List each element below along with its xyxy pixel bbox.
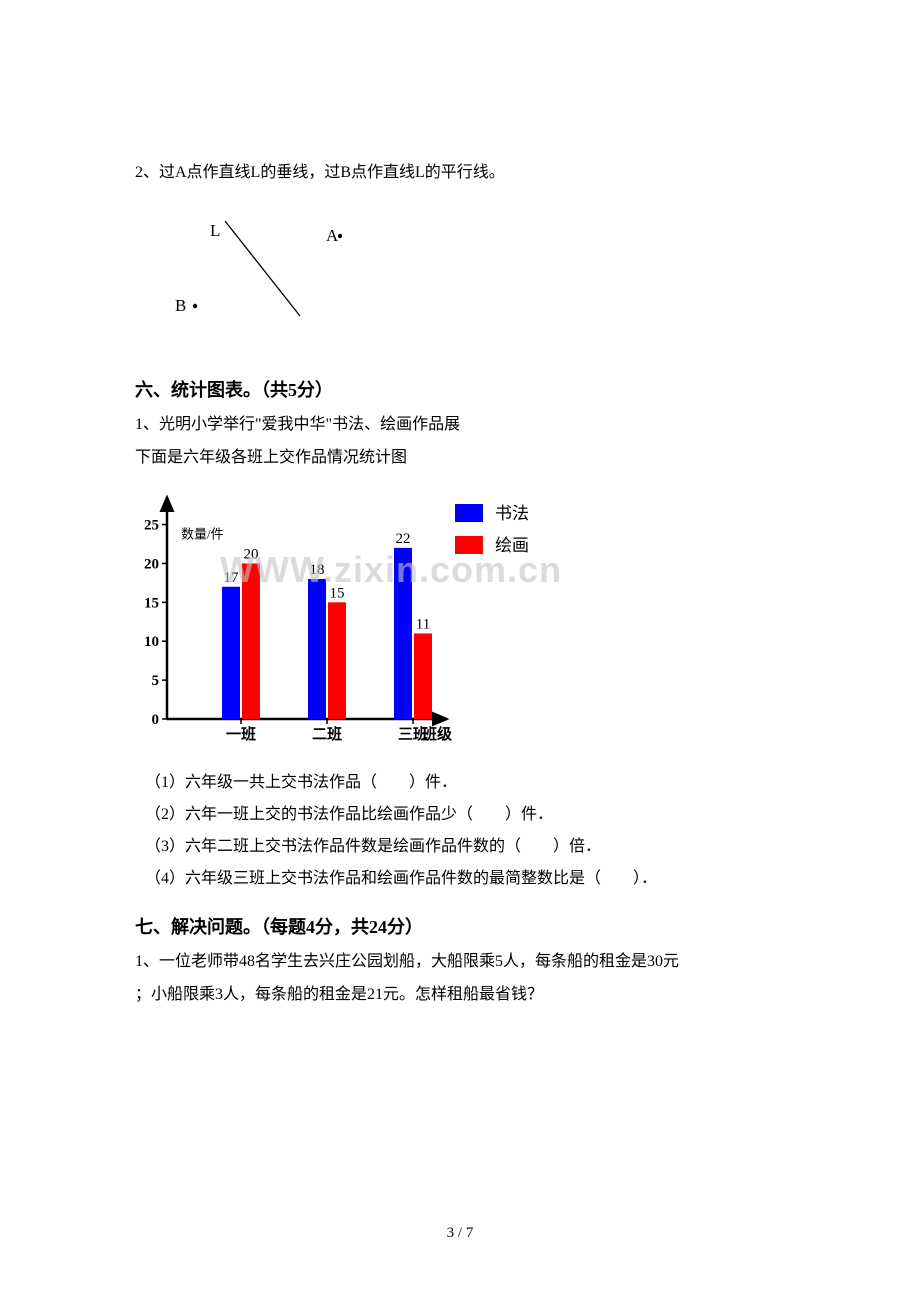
y-tick-label: 0 [152, 712, 160, 728]
y-tick-label: 20 [144, 556, 159, 572]
bar-value: 15 [330, 585, 345, 601]
legend-swatch-书法 [455, 504, 483, 522]
bar-书法-一班 [222, 587, 240, 719]
y-tick-label: 5 [152, 673, 160, 689]
y-tick-label: 10 [144, 634, 159, 650]
legend-label-书法: 书法 [495, 504, 529, 523]
label-A: A [326, 226, 339, 245]
label-B: B [175, 296, 186, 315]
q2-text: 2、过A点作直线L的垂线，过B点作直线L的平行线。 [135, 160, 785, 186]
geometry-svg: L A B [170, 216, 370, 326]
section6-intro2: 下面是六年级各班上交作品情况统计图 [135, 445, 785, 471]
bar-value: 18 [310, 562, 325, 578]
bar-value: 11 [416, 616, 430, 632]
bar-value: 17 [224, 570, 240, 586]
y-tick-label: 15 [144, 595, 159, 611]
page-number: 3 / 7 [0, 1225, 920, 1242]
geometry-figure: L A B [170, 216, 370, 326]
x-axis-label: 班级 [422, 725, 453, 743]
section6-sub3: （3）六年二班上交书法作品件数是绘画作品件数的（ ）倍． [145, 831, 785, 863]
bar-绘画-三班 [414, 633, 432, 719]
point-A [338, 233, 342, 237]
bar-绘画-二班 [328, 602, 346, 719]
x-tick-label: 一班 [226, 725, 256, 743]
x-tick-label: 二班 [312, 725, 342, 743]
legend-label-绘画: 绘画 [495, 536, 529, 555]
section6-heading: 六、统计图表。（共5分） [135, 376, 785, 402]
section6-intro1: 1、光明小学举行"爱我中华"书法、绘画作品展 [135, 412, 785, 438]
section6-sub4: （4）六年级三班上交书法作品和绘画作品件数的最简整数比是（ ）． [145, 863, 785, 895]
y-axis-label: 数量/件 [181, 526, 224, 541]
y-tick-label: 25 [144, 517, 159, 533]
point-B [193, 303, 197, 307]
bar-value: 20 [244, 546, 259, 562]
section7-q1-line2: ；小船限乘3人，每条船的租金是21元。怎样租船最省钱？ [135, 982, 785, 1008]
bar-value: 22 [396, 531, 411, 547]
line-L [225, 221, 300, 316]
chart-svg: 0510152025数量/件1720一班1815二班2211三班班级书法绘画 [135, 479, 565, 749]
legend-swatch-绘画 [455, 536, 483, 554]
bar-绘画-一班 [242, 563, 260, 719]
section6-sub1: （1）六年级一共上交书法作品（ ）件． [145, 767, 785, 799]
bar-chart: 0510152025数量/件1720一班1815二班2211三班班级书法绘画 W… [135, 479, 565, 749]
section7-q1-line1: 1、一位老师带48名学生去兴庄公园划船，大船限乘5人，每条船的租金是30元 [135, 949, 785, 975]
bar-书法-三班 [394, 548, 412, 719]
section6-sub2: （2）六年一班上交的书法作品比绘画作品少（ ）件． [145, 799, 785, 831]
bar-书法-二班 [308, 579, 326, 719]
section7-heading: 七、解决问题。（每题4分，共24分） [135, 913, 785, 939]
label-L: L [210, 221, 220, 240]
